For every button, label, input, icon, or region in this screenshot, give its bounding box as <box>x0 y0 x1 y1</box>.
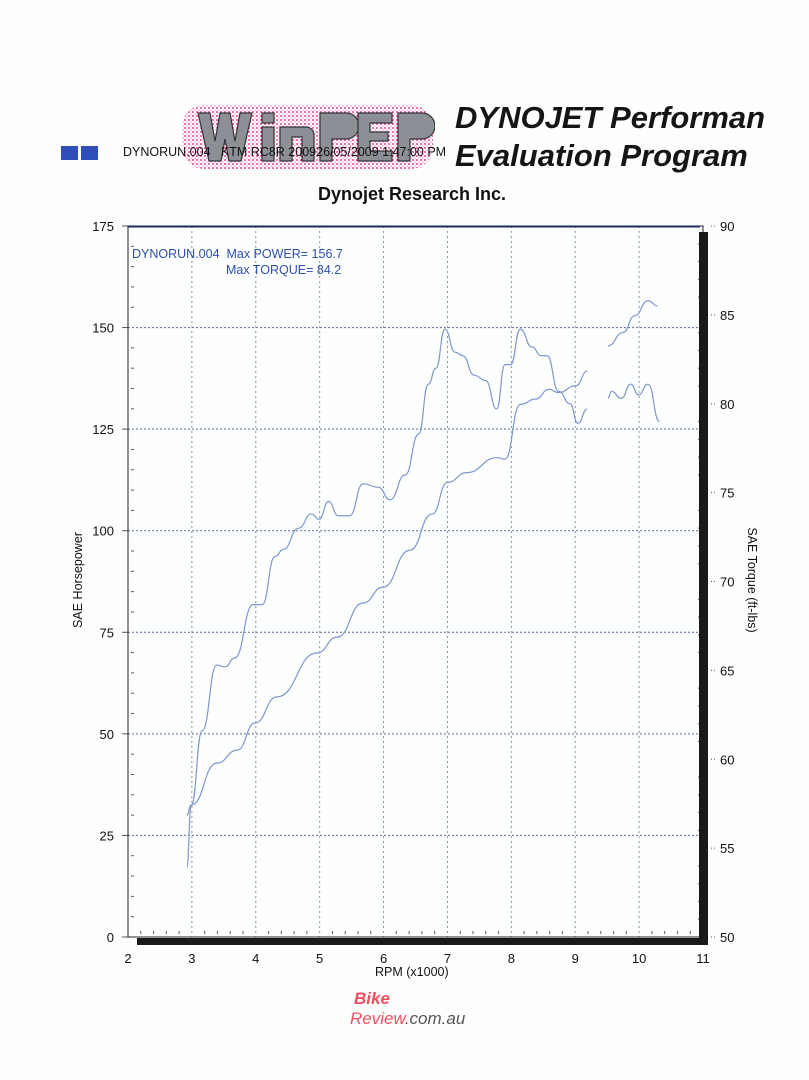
svg-text:Review.com.au: Review.com.au <box>350 1009 466 1028</box>
program-title-line2: Evaluation Program <box>455 138 748 173</box>
y-tick-label: 100 <box>92 524 114 539</box>
y-tick-label: 175 <box>92 219 114 234</box>
curves <box>186 300 661 869</box>
x-tick-label: 4 <box>252 951 259 966</box>
x-tick-label: 9 <box>572 951 579 966</box>
y2-tick-label: 60 <box>720 752 734 767</box>
x-tick-label: 2 <box>124 951 131 966</box>
x-tick-label: 8 <box>508 951 515 966</box>
y2-tick-label: 90 <box>720 219 734 234</box>
y2-tick-label: 70 <box>720 575 734 590</box>
x-tick-label: 10 <box>632 951 646 966</box>
y-tick-label: 25 <box>100 828 114 843</box>
y-tick-label: 150 <box>92 321 114 336</box>
y2-tick-label: 80 <box>720 397 734 412</box>
plot-frame <box>127 225 704 938</box>
x-tick-label: 3 <box>188 951 195 966</box>
y2-axis-label: SAE Torque (ft-lbs) <box>745 527 760 633</box>
run-info: DYNORUN.004 KTM RC8R 200926/05/2009 1:47… <box>123 145 447 159</box>
x-axis-label: RPM (x1000) <box>375 965 449 979</box>
x-tick-label: 5 <box>316 951 323 966</box>
y2-tick-label: 65 <box>720 663 734 678</box>
right-shadow-bar <box>699 232 708 942</box>
bikereview-watermark: Bike Review.com.au <box>350 989 466 1028</box>
program-title-line1: DYNOJET Performan <box>455 100 766 135</box>
x-tick-label: 11 <box>696 951 710 966</box>
torque-curve <box>186 328 588 869</box>
y-tick-label: 50 <box>100 727 114 742</box>
svg-text:Bike: Bike <box>354 989 390 1008</box>
legend-square-icon <box>81 146 98 160</box>
y-tick-label: 75 <box>100 625 114 640</box>
y-tick-label: 0 <box>107 930 114 945</box>
horsepower-curve <box>607 300 658 347</box>
y2-tick-label: 55 <box>720 841 734 856</box>
bottom-shadow-bar <box>137 938 708 945</box>
legend-max-power: DYNORUN.004 Max POWER= 156.7 <box>132 247 343 261</box>
y-tick-label: 125 <box>92 422 114 437</box>
x-tick-label: 7 <box>444 951 451 966</box>
legend-max-torque: Max TORQUE= 84.2 <box>226 263 342 277</box>
y-axis-label: SAE Horsepower <box>70 532 85 628</box>
x-tick-label: 6 <box>380 951 387 966</box>
grid <box>128 226 703 937</box>
torque-curve <box>607 383 661 423</box>
y2-tick-label: 85 <box>720 308 734 323</box>
horsepower-curve <box>186 370 588 816</box>
winpep-logo <box>182 105 435 169</box>
y2-tick-label: 75 <box>720 486 734 501</box>
chart-title: Dynojet Research Inc. <box>317 184 507 204</box>
y2-tick-label: 50 <box>720 930 734 945</box>
legend-square-icon <box>61 146 78 160</box>
